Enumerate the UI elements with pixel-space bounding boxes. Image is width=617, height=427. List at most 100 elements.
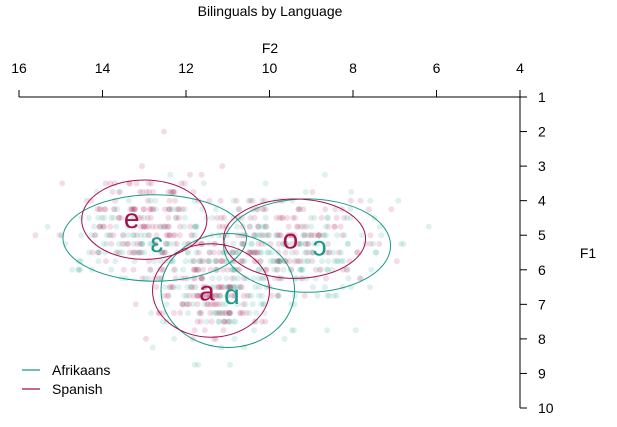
data-point xyxy=(372,249,379,256)
data-point xyxy=(75,266,82,273)
data-point xyxy=(285,232,292,239)
data-point xyxy=(177,223,184,230)
data-point xyxy=(324,214,331,221)
y-tick-label: 10 xyxy=(538,400,554,416)
data-point xyxy=(316,266,323,273)
data-point xyxy=(229,275,236,282)
data-point xyxy=(217,197,224,204)
data-point xyxy=(322,206,329,213)
data-point xyxy=(255,232,261,239)
chart-title: Bilinguals by Language xyxy=(198,3,343,19)
data-point xyxy=(100,223,107,230)
data-point xyxy=(174,240,180,247)
data-point xyxy=(95,249,102,256)
data-point xyxy=(175,206,182,213)
data-point xyxy=(75,266,82,273)
data-point xyxy=(140,206,147,213)
data-point xyxy=(239,240,246,247)
data-point xyxy=(343,266,350,273)
data-point xyxy=(370,240,377,247)
data-point xyxy=(146,275,152,282)
data-point xyxy=(222,301,229,308)
data-point xyxy=(226,310,233,316)
data-point xyxy=(129,206,136,213)
data-point xyxy=(157,223,164,230)
data-point xyxy=(259,197,266,204)
data-point xyxy=(160,223,167,230)
data-point xyxy=(247,197,254,204)
data-point xyxy=(331,223,338,230)
data-point xyxy=(248,292,255,299)
data-point xyxy=(275,258,282,265)
data-point xyxy=(110,206,117,213)
data-point xyxy=(231,275,238,282)
data-point xyxy=(137,232,144,239)
x-tick-label: 4 xyxy=(516,60,524,76)
data-point xyxy=(161,128,167,135)
data-point xyxy=(131,249,138,256)
data-point xyxy=(224,318,231,325)
data-point xyxy=(300,223,307,230)
data-point xyxy=(101,214,108,221)
data-point xyxy=(110,214,117,221)
data-point xyxy=(238,258,245,265)
data-point xyxy=(219,258,226,265)
data-point xyxy=(196,258,203,265)
data-point xyxy=(102,206,109,213)
vowel-label: a xyxy=(199,276,215,307)
data-point xyxy=(311,214,318,221)
data-point xyxy=(201,301,208,308)
data-point xyxy=(219,310,226,316)
data-point xyxy=(314,292,321,299)
data-point xyxy=(393,258,400,265)
data-point xyxy=(234,249,241,256)
data-point xyxy=(255,223,262,230)
data-point xyxy=(260,301,267,308)
data-point xyxy=(115,189,122,195)
data-point xyxy=(159,318,166,325)
data-point xyxy=(251,249,258,256)
data-point xyxy=(285,223,292,230)
data-point xyxy=(251,327,258,334)
data-point xyxy=(223,275,230,282)
y-tick-label: 5 xyxy=(538,227,546,243)
data-point xyxy=(157,258,164,265)
data-point xyxy=(305,240,312,247)
legend-item-afrikaans: Afrikaans xyxy=(22,362,110,378)
data-point xyxy=(286,232,293,239)
data-point xyxy=(243,310,250,316)
data-point xyxy=(275,240,282,247)
data-point xyxy=(286,258,293,265)
data-point xyxy=(249,249,256,256)
data-point xyxy=(120,266,127,273)
data-point xyxy=(194,318,201,325)
data-point xyxy=(225,284,231,291)
data-point xyxy=(272,232,279,239)
data-point xyxy=(153,232,160,239)
data-point xyxy=(192,266,199,273)
data-point xyxy=(425,223,432,230)
data-point xyxy=(288,327,295,334)
vowel-label: ɔ xyxy=(313,231,327,262)
data-point xyxy=(147,206,154,213)
data-point xyxy=(276,258,283,265)
data-point xyxy=(130,240,137,247)
data-point xyxy=(326,292,333,299)
data-point xyxy=(138,240,145,247)
data-point xyxy=(282,240,289,247)
data-point xyxy=(266,232,273,239)
data-point xyxy=(166,206,173,213)
data-point xyxy=(249,301,256,308)
data-point xyxy=(139,275,146,282)
data-point xyxy=(198,275,205,282)
data-point xyxy=(169,258,176,265)
data-point xyxy=(281,335,288,342)
data-point xyxy=(226,310,233,316)
vowel-labels: ɛ ɑ ɔ e a o xyxy=(124,203,327,310)
data-point xyxy=(181,223,188,230)
data-point xyxy=(184,249,191,256)
data-point xyxy=(208,284,215,291)
data-point xyxy=(218,258,225,265)
data-point xyxy=(182,258,189,265)
data-point xyxy=(250,232,257,239)
